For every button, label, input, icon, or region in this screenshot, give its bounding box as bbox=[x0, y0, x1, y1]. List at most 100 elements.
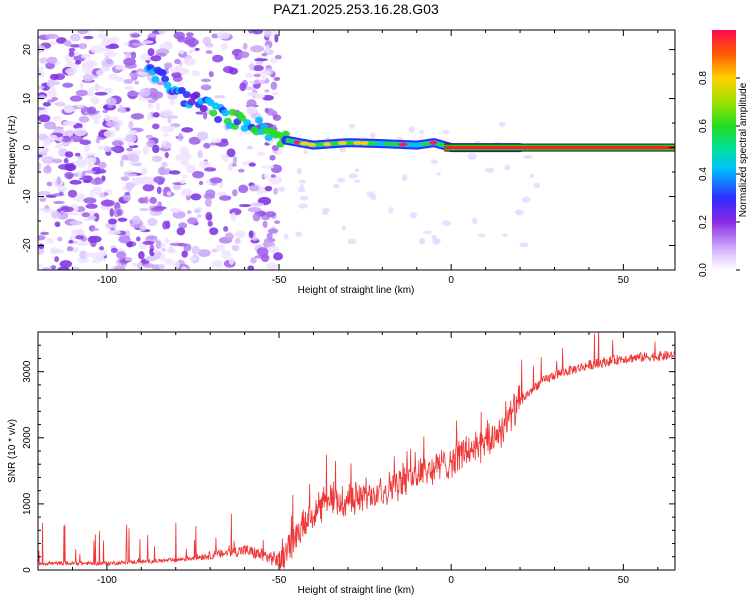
snr-xtick-label: -100 bbox=[97, 575, 117, 586]
spectrogram-noise-cell bbox=[208, 71, 214, 78]
spectrogram-noise-cell bbox=[73, 127, 88, 137]
spectrogram-noise-cell bbox=[141, 176, 150, 181]
spectrogram-noise-cell bbox=[484, 167, 495, 173]
spectrogram-xtick-label: 0 bbox=[448, 275, 454, 286]
spectrogram-noise-cell bbox=[97, 33, 109, 39]
spectrogram-noise-cell bbox=[303, 150, 308, 155]
spectrogram-noise-cell bbox=[270, 174, 276, 178]
spectrogram-noise-cell bbox=[195, 111, 205, 115]
spectrogram-noise-cell bbox=[178, 152, 192, 161]
spectrogram-noise-cell bbox=[430, 159, 438, 163]
spectrogram-noise-cell bbox=[140, 40, 154, 44]
spectrogram-noise-cell bbox=[264, 78, 270, 84]
spectrogram-noise-cell bbox=[298, 203, 309, 209]
spectrogram-noise-cell bbox=[152, 123, 160, 130]
spectrogram-noise-cell bbox=[253, 93, 265, 99]
spectrogram-ytick-label: 20 bbox=[22, 44, 33, 56]
spectrogram-noise-cell bbox=[263, 240, 270, 249]
spectrogram-noise-cell bbox=[85, 203, 98, 209]
spectrogram-noise-cell bbox=[64, 163, 77, 172]
spectrogram-noise-cell bbox=[69, 33, 81, 42]
spectrogram-ytick-label: 10 bbox=[22, 93, 33, 105]
spectrogram-noise-cell bbox=[467, 153, 477, 160]
snr-series-line bbox=[38, 332, 675, 569]
spectrogram-noise-cell bbox=[163, 62, 173, 69]
spectrogram-noise-cell bbox=[38, 162, 42, 171]
spectrogram-noise-cell bbox=[274, 54, 282, 60]
spectrogram-noise-cell bbox=[124, 85, 134, 91]
spectrogram-noise-cell bbox=[38, 263, 43, 269]
spectrogram-noise-cell bbox=[142, 145, 149, 155]
spectrogram-noise-cell bbox=[247, 206, 262, 213]
spectrogram-xtick-label: -50 bbox=[272, 275, 287, 286]
spectrogram-noise-cell bbox=[234, 230, 246, 239]
spectrogram-noise-cell bbox=[183, 57, 197, 66]
spectrogram-noise-cell bbox=[267, 228, 279, 234]
spectrogram-noise-cell bbox=[75, 60, 82, 65]
spectrogram-noise-cell bbox=[196, 214, 202, 219]
spectrogram-noise-cell bbox=[157, 30, 167, 35]
spectrogram-noise-cell bbox=[262, 220, 268, 228]
spectrogram-noise-cell bbox=[100, 199, 115, 207]
spectrogram-noise-cell bbox=[298, 179, 306, 184]
spectrogram-noise-cell bbox=[176, 227, 186, 236]
spectrogram-noise-cell bbox=[270, 81, 278, 91]
spectrogram-noise-cell bbox=[529, 173, 535, 179]
spectrogram-noise-cell bbox=[155, 240, 162, 250]
spectrogram-noise-cell bbox=[126, 240, 133, 248]
spectrogram-noise-cell bbox=[296, 167, 302, 175]
colorbar-label: Normalized spectral amplitude bbox=[738, 82, 749, 217]
spectrogram-noise-cell bbox=[409, 212, 418, 219]
spectrogram-noise-cell bbox=[38, 243, 45, 249]
spectrogram-noise-cell bbox=[108, 73, 120, 80]
spectrogram-ridge-cell bbox=[398, 142, 408, 147]
spectrogram-noise-cell bbox=[152, 144, 160, 154]
spectrogram-noise-cell bbox=[223, 226, 229, 232]
spectrogram-noise-cell bbox=[83, 197, 97, 204]
spectrogram-ridge-cell bbox=[221, 109, 230, 117]
spectrogram-noise-cell bbox=[238, 203, 252, 208]
spectrogram-noise-cell bbox=[388, 207, 394, 214]
spectrogram-ridge-cell bbox=[187, 98, 196, 106]
spectrogram-noise-cell bbox=[79, 81, 85, 89]
spectrogram-noise-cell bbox=[95, 169, 107, 174]
spectrogram-noise-cell bbox=[283, 233, 289, 240]
spectrogram-noise-cell bbox=[188, 136, 201, 145]
spectrogram-noise-cell bbox=[127, 153, 140, 163]
spectrogram-noise-cell bbox=[172, 183, 182, 191]
spectrogram-noise-cell bbox=[401, 174, 408, 182]
spectrogram-noise-cell bbox=[254, 58, 268, 62]
spectrogram-noise-cell bbox=[38, 85, 45, 90]
snr-frame bbox=[37, 331, 676, 571]
spectrogram-noise-cell bbox=[252, 212, 261, 222]
spectrogram-noise-cell bbox=[250, 202, 265, 207]
spectrogram-noise-cell bbox=[522, 196, 531, 203]
spectrogram-noise-cell bbox=[128, 72, 136, 77]
spectrogram-ridge-cell bbox=[421, 141, 431, 146]
colorbar: 0.0 0.2 0.4 0.6 0.8 Normalized spectral ampl… bbox=[698, 30, 749, 277]
spectrogram-noise-cell bbox=[191, 245, 200, 255]
spectrogram-noise-cell bbox=[113, 265, 126, 270]
spectrogram-xtick-label: 50 bbox=[618, 275, 630, 286]
spectrogram-noise-cell bbox=[192, 170, 205, 179]
spectrogram-ridge-cell bbox=[299, 141, 310, 146]
spectrogram-noise-cell bbox=[146, 139, 156, 148]
snr-ytick-label: 1000 bbox=[22, 492, 33, 515]
spectrogram-noise-cell bbox=[45, 33, 59, 39]
spectrogram-noise-cell bbox=[419, 237, 426, 245]
spectrogram-noise-cell bbox=[180, 188, 192, 197]
spectrogram-noise-cell bbox=[107, 218, 118, 225]
spectrogram-noise-cell bbox=[162, 220, 168, 230]
spectrogram-noise-cell bbox=[159, 167, 166, 176]
spectrogram-xtick-label: -100 bbox=[97, 275, 117, 286]
spectrogram-noise-cell bbox=[162, 133, 169, 138]
spectrogram-noise-cell bbox=[264, 185, 273, 192]
spectrogram-noise-cell bbox=[232, 189, 238, 197]
spectrogram-noise-cell bbox=[232, 155, 238, 165]
spectrogram-noise-cell bbox=[57, 236, 63, 242]
spectrogram-noise-cell bbox=[204, 167, 217, 172]
spectrogram-ridge-cell bbox=[346, 140, 354, 145]
spectrogram-noise-cell bbox=[130, 113, 145, 120]
spectrogram-noise-cell bbox=[38, 190, 51, 196]
